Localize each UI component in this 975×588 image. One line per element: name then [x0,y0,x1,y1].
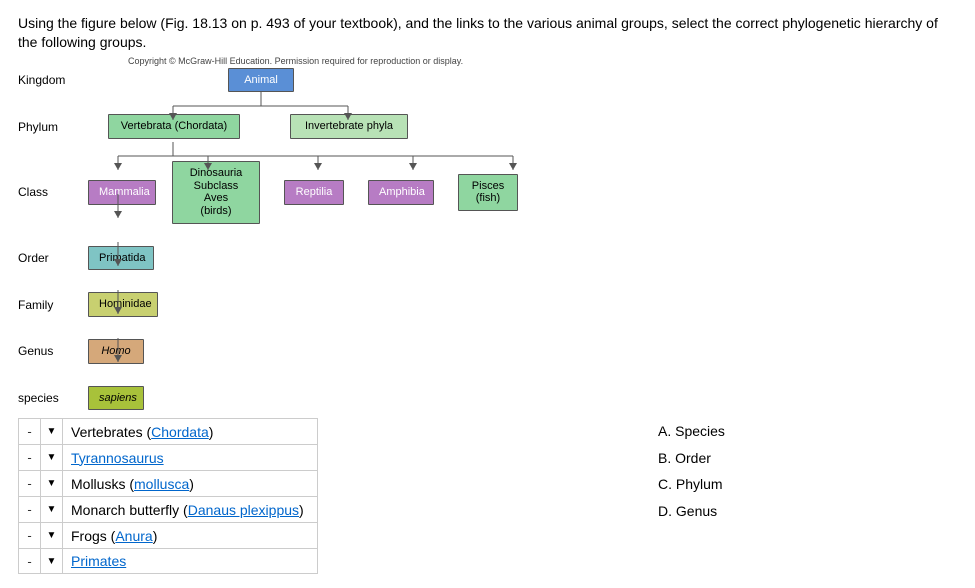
match-item: -▼ Monarch butterfly (Danaus plexippus) [18,496,318,522]
node-invertebrate: Invertebrate phyla [290,114,408,139]
node-amphibia: Amphibia [368,180,434,205]
node-pisces: Pisces (fish) [458,174,518,211]
rank-family: Family [18,298,88,312]
match-item: -▼ Vertebrates (Chordata) [18,418,318,444]
copyright-text: Copyright © McGraw-Hill Education. Permi… [128,56,957,66]
match-dropdown[interactable]: ▼ [41,497,63,522]
rank-class: Class [18,185,88,199]
match-value: - [19,471,41,496]
match-link[interactable]: Primates [71,553,126,569]
answer-option: A. Species [658,418,725,445]
match-dropdown[interactable]: ▼ [41,419,63,444]
node-animal: Animal [228,68,294,93]
match-item: -▼ Mollusks (mollusca) [18,470,318,496]
matching-items: -▼Vertebrates (Chordata)-▼Tyrannosaurus-… [18,418,318,574]
chevron-down-icon: ▼ [47,530,57,541]
match-value: - [19,445,41,470]
node-dinosauria: Dinosauria Subclass Aves (birds) [172,161,260,224]
match-item: -▼ Frogs (Anura) [18,522,318,548]
match-dropdown[interactable]: ▼ [41,523,63,548]
answer-choices: A. SpeciesB. OrderC. PhylumD. Genus [658,418,725,574]
match-item: -▼ Tyrannosaurus [18,444,318,470]
match-label: Vertebrates (Chordata) [63,424,221,440]
node-reptilia: Reptilia [284,180,344,205]
node-vertebrata: Vertebrata (Chordata) [108,114,240,139]
match-label: Tyrannosaurus [63,450,172,466]
node-mammalia: Mammalia [88,180,156,205]
matching-section: -▼Vertebrates (Chordata)-▼Tyrannosaurus-… [18,418,957,574]
match-value: - [19,419,41,444]
match-value: - [19,523,41,548]
match-label: Primates [63,553,134,569]
answer-option: D. Genus [658,498,725,525]
phylogeny-diagram: Kingdom Animal Phylum Vertebrata (Chorda… [18,68,957,410]
answer-option: C. Phylum [658,471,725,498]
answer-option: B. Order [658,445,725,472]
match-value: - [19,497,41,522]
match-value: - [19,549,41,573]
chevron-down-icon: ▼ [47,504,57,515]
node-homo: Homo [88,339,144,364]
match-dropdown[interactable]: ▼ [41,549,63,573]
rank-species: species [18,391,88,405]
match-label: Frogs (Anura) [63,528,165,544]
chevron-down-icon: ▼ [47,478,57,489]
match-label: Monarch butterfly (Danaus plexippus) [63,502,312,518]
rank-kingdom: Kingdom [18,73,88,87]
match-label: Mollusks (mollusca) [63,476,202,492]
match-item: -▼ Primates [18,548,318,574]
question-text: Using the figure below (Fig. 18.13 on p.… [18,14,957,52]
match-dropdown[interactable]: ▼ [41,445,63,470]
match-link[interactable]: mollusca [134,476,189,492]
node-primatida: Primatida [88,246,154,271]
node-sapiens: sapiens [88,386,144,411]
rank-order: Order [18,251,88,265]
chevron-down-icon: ▼ [47,452,57,463]
rank-phylum: Phylum [18,120,88,134]
match-link[interactable]: Tyrannosaurus [71,450,164,466]
node-hominidae: Hominidae [88,292,158,317]
match-link[interactable]: Danaus plexippus [188,502,299,518]
rank-genus: Genus [18,344,88,358]
match-link[interactable]: Chordata [151,424,209,440]
match-link[interactable]: Anura [115,528,152,544]
chevron-down-icon: ▼ [47,556,57,567]
match-dropdown[interactable]: ▼ [41,471,63,496]
chevron-down-icon: ▼ [47,426,57,437]
